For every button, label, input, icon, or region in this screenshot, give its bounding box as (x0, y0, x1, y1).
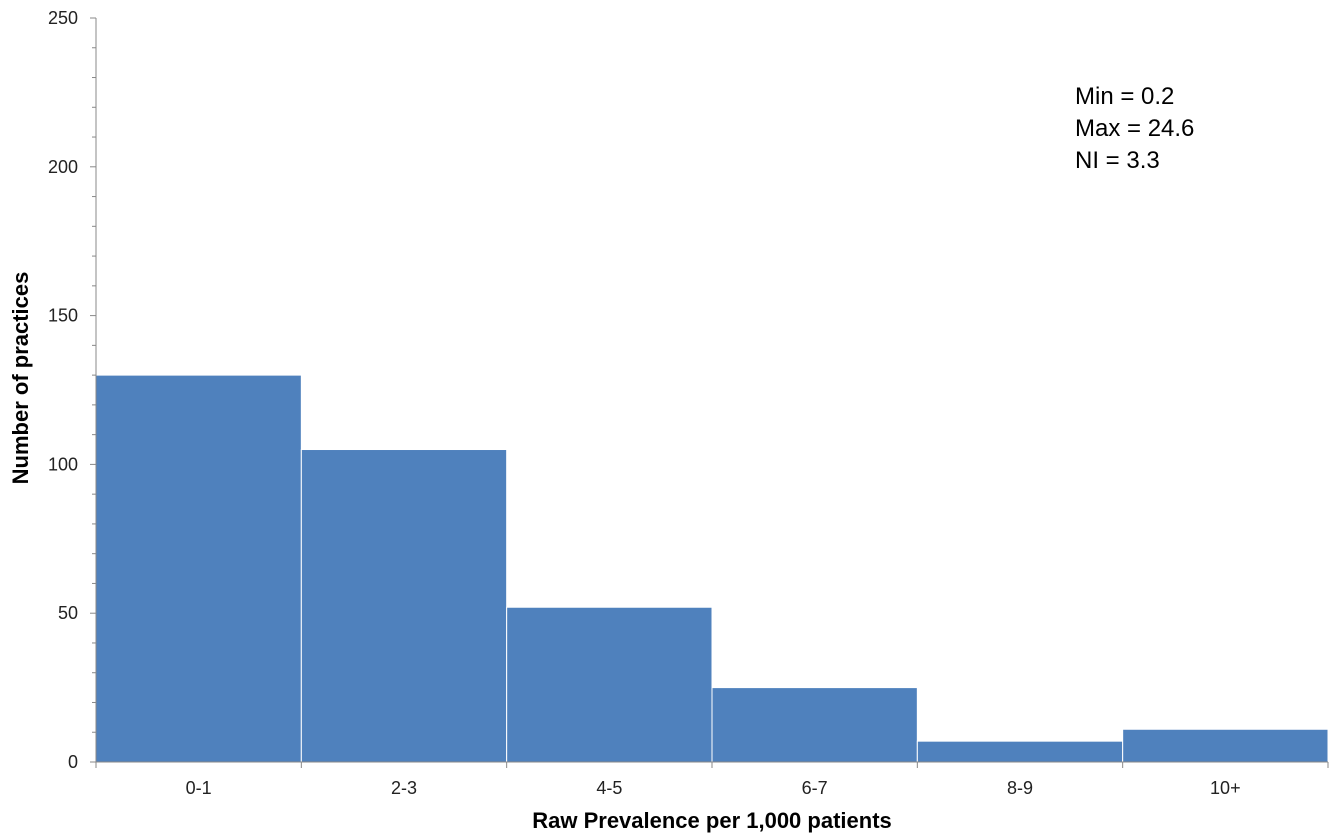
bar-6-7 (711, 687, 918, 763)
y-tick-label: 50 (58, 603, 78, 623)
y-axis-title: Number of practices (8, 272, 33, 485)
x-tick-label: 10+ (1210, 778, 1241, 798)
axes-group (90, 17, 1329, 768)
y-tick-labels: 0 50 100 150 200 250 (48, 8, 78, 772)
y-tick-label: 250 (48, 8, 78, 28)
x-tick-label: 4-5 (596, 778, 622, 798)
bars-group (95, 374, 1329, 763)
y-tick-label: 100 (48, 454, 78, 474)
y-tick-label: 150 (48, 306, 78, 326)
bar-8-9 (916, 740, 1124, 763)
x-tick-label: 6-7 (802, 778, 828, 798)
stat-max: Max = 24.6 (1075, 115, 1194, 142)
x-tick-label: 2-3 (391, 778, 417, 798)
bar-4-5 (506, 606, 713, 763)
x-tick-label: 0-1 (186, 778, 212, 798)
bar-10+ (1122, 728, 1329, 763)
y-tick-label: 200 (48, 157, 78, 177)
bar-2-3 (300, 449, 508, 763)
y-tick-label: 0 (68, 752, 78, 772)
stat-min: Min = 0.2 (1075, 83, 1174, 110)
bar-0-1 (95, 374, 302, 763)
x-tick-label: 8-9 (1007, 778, 1033, 798)
x-axis-title: Raw Prevalence per 1,000 patients (532, 808, 892, 833)
stat-ni: NI = 3.3 (1075, 147, 1160, 174)
x-tick-labels: 0-1 2-3 4-5 6-7 8-9 10+ (186, 778, 1241, 798)
